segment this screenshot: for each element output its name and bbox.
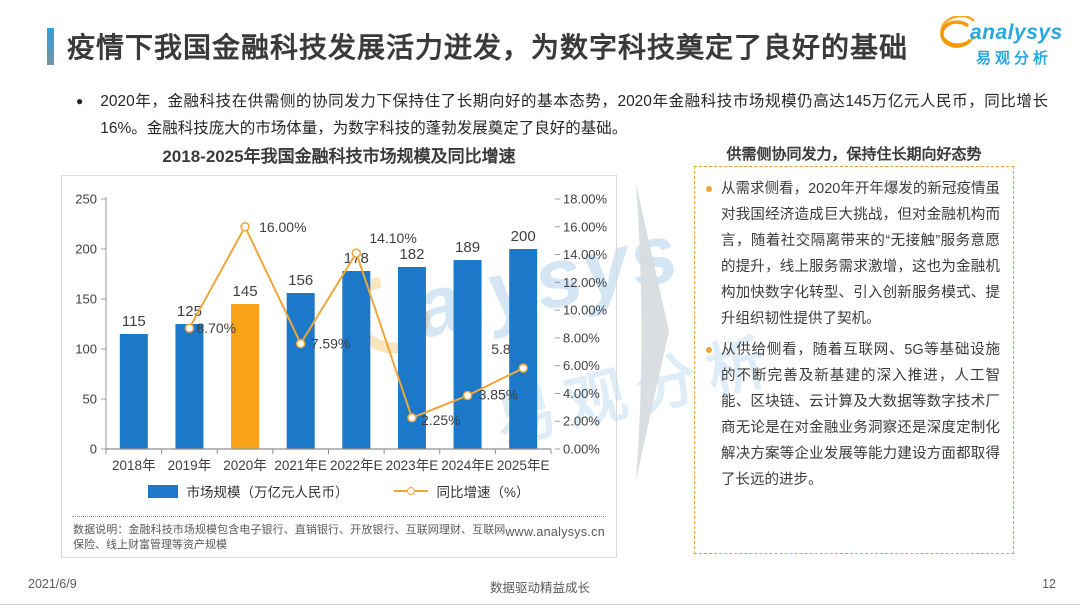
orange-bullet-icon xyxy=(706,347,712,353)
summary-block: ● 2020年，金融科技在供需侧的协同发力下保持住了长期向好的基本态势，2020… xyxy=(76,88,1048,142)
title-accent-bar xyxy=(47,27,54,65)
line-legend-marker xyxy=(407,487,416,495)
logo-swirl-icon xyxy=(940,16,976,48)
left-axis-tick-label: 0 xyxy=(90,442,97,457)
insight-panel: 从需求侧看，2020年开年爆发的新冠疫情虽对我国经济造成巨大挑战，但对金融机构而… xyxy=(694,166,1014,554)
bar-legend-swatch xyxy=(148,484,179,498)
logo-brand-cn: 易观分析 xyxy=(976,50,1053,67)
page-number: 12 xyxy=(1042,577,1056,591)
right-axis-tick-label: 10.00% xyxy=(563,303,608,318)
chart-footnote-row: 数据说明：金融科技市场规模包含电子银行、直销银行、开放银行、互联网理财、互联网保… xyxy=(73,523,605,553)
line-legend-label: 同比增速（%） xyxy=(436,485,530,500)
bar-value-label: 156 xyxy=(288,272,313,289)
flow-arrow-icon xyxy=(636,184,669,480)
legend-item-line: 同比增速（%） xyxy=(394,481,530,501)
panel-item-text: 从需求侧看，2020年开年爆发的新冠疫情虽对我国经济造成巨大挑战，但对金融机构而… xyxy=(721,181,1000,327)
growth-marker xyxy=(407,413,417,423)
bar-2019年 xyxy=(175,324,204,449)
left-axis-tick-label: 50 xyxy=(83,392,97,407)
footer-slogan: 数据驱动精益成长 xyxy=(489,581,590,595)
right-axis-tick-label: 4.00% xyxy=(563,386,600,401)
bar-2025年E xyxy=(509,249,538,449)
footnote-divider xyxy=(72,516,606,517)
growth-marker xyxy=(462,390,473,401)
bar-2024年E xyxy=(453,260,482,449)
left-axis-tick-label: 250 xyxy=(75,192,97,207)
left-axis-tick-label: 150 xyxy=(75,292,97,307)
growth-marker xyxy=(184,323,195,333)
growth-marker xyxy=(351,248,362,258)
bar-legend-label: 市场规模（万亿元人民币） xyxy=(186,485,349,500)
right-axis-tick-label: 6.00% xyxy=(563,358,600,373)
growth-marker xyxy=(240,222,250,232)
growth-marker xyxy=(518,363,528,373)
footer-date: 2021/6/9 xyxy=(28,577,77,591)
growth-label: 3.85% xyxy=(479,387,519,403)
chart-legend: 市场规模（万亿元人民币） 同比增速（%） xyxy=(62,481,616,501)
chart-title: 2018-2025年我国金融科技市场规模及同比增速 xyxy=(162,147,516,166)
summary-bullet-icon: ● xyxy=(76,94,84,108)
right-axis-tick-label: 16.00% xyxy=(563,219,608,234)
right-axis-tick-label: 2.00% xyxy=(563,414,600,429)
x-axis-category-label: 2020年 xyxy=(223,458,267,473)
growth-marker xyxy=(295,338,306,349)
logo-brand-en: analysys xyxy=(970,21,1063,44)
right-axis-tick-label: 14.00% xyxy=(563,247,608,262)
right-axis-tick-label: 0.00% xyxy=(563,442,600,457)
orange-bullet-icon xyxy=(706,186,712,192)
slide-bottom-border xyxy=(0,604,1080,605)
right-axis-tick-label: 12.00% xyxy=(563,275,608,290)
x-axis-category-label: 2023年E xyxy=(386,458,439,473)
x-axis-category-label: 2019年 xyxy=(168,458,212,473)
growth-label: 2.25% xyxy=(421,412,461,428)
left-axis-tick-label: 200 xyxy=(75,242,97,257)
bar-value-label: 115 xyxy=(122,313,146,330)
growth-label: 7.59% xyxy=(311,336,351,352)
x-axis-category-label: 2022年E xyxy=(330,458,383,473)
right-axis-tick-label: 18.00% xyxy=(563,192,608,207)
right-axis-tick-label: 8.00% xyxy=(563,330,600,345)
bar-value-label: 189 xyxy=(455,239,480,256)
slide-header: 疫情下我国金融科技发展活力迸发，为数字科技奠定了良好的基础 xyxy=(47,26,908,66)
page-title: 疫情下我国金融科技发展活力迸发，为数字科技奠定了良好的基础 xyxy=(67,32,909,63)
market-chart-svg: 5.82%11512514515617818218920005010015020… xyxy=(75,192,608,474)
x-axis-category-label: 2025年E xyxy=(497,458,550,473)
x-axis-category-label: 2021年E xyxy=(274,458,327,473)
growth-label: 16.00% xyxy=(259,219,306,235)
bar-2020年 xyxy=(231,304,260,449)
left-axis-tick-label: 100 xyxy=(75,342,97,357)
source-url-link[interactable]: www.analysys.cn xyxy=(505,525,605,539)
growth-label: 14.10% xyxy=(369,230,416,246)
x-axis-category-label: 2018年 xyxy=(112,458,156,473)
bar-2018年 xyxy=(119,334,148,449)
bar-2022年E xyxy=(342,271,371,449)
bar-value-label: 200 xyxy=(511,228,536,245)
x-axis-category-label: 2024年E xyxy=(441,458,494,473)
bar-2021年E xyxy=(286,293,315,449)
chart-footnote: 数据说明：金融科技市场规模包含电子银行、直销银行、开放银行、互联网理财、互联网保… xyxy=(73,524,506,551)
line-legend-swatch xyxy=(394,487,429,495)
summary-text: 2020年，金融科技在供需侧的协同发力下保持住了长期向好的基本态势，2020年金… xyxy=(100,93,1048,137)
bar-value-label: 182 xyxy=(399,246,424,263)
legend-item-bars: 市场规模（万亿元人民币） xyxy=(148,481,348,501)
market-size-chart: 5.82%11512514515617818218920005010015020… xyxy=(61,175,617,558)
panel-item-demand: 从需求侧看，2020年开年爆发的新冠疫情虽对我国经济造成巨大挑战，但对金融机构而… xyxy=(706,176,1000,332)
growth-label: 8.70% xyxy=(196,320,236,336)
panel-title: 供需侧协同发力，保持住长期向好态势 xyxy=(726,146,982,163)
panel-item-supply: 从供给侧看，随着互联网、5G等基础设施的不断完善及新基建的深入推进，人工智能、区… xyxy=(706,337,1000,493)
panel-item-text: 从供给侧看，随着互联网、5G等基础设施的不断完善及新基建的深入推进，人工智能、区… xyxy=(721,342,1000,488)
bar-value-label: 145 xyxy=(233,283,258,300)
